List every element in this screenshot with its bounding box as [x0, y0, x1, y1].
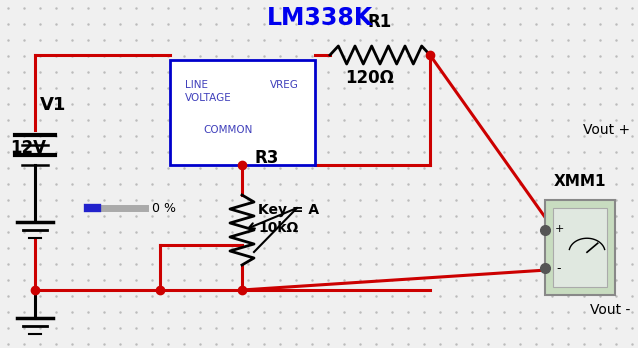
Text: VREG: VREG [270, 80, 299, 90]
Text: -: - [557, 262, 561, 275]
Text: XMM1: XMM1 [554, 174, 606, 190]
Text: VOLTAGE: VOLTAGE [185, 93, 232, 103]
Text: COMMON: COMMON [204, 125, 253, 135]
Text: 0 %: 0 % [152, 201, 176, 214]
Text: 10kΩ: 10kΩ [258, 221, 298, 235]
Text: Key = A: Key = A [258, 203, 319, 217]
Text: R1: R1 [368, 13, 392, 31]
Text: LM338K: LM338K [267, 6, 373, 30]
Text: LINE: LINE [185, 80, 208, 90]
Bar [170, 60, 315, 165]
Text: +: + [554, 223, 564, 234]
Text: V1: V1 [40, 96, 66, 114]
Text: Vout +: Vout + [583, 123, 630, 137]
Bar [553, 208, 607, 287]
Bar [545, 200, 615, 295]
Text: 120Ω: 120Ω [346, 69, 394, 87]
Text: Vout -: Vout - [590, 303, 630, 317]
Text: 12V: 12V [10, 139, 46, 157]
Text: R3: R3 [255, 149, 279, 167]
